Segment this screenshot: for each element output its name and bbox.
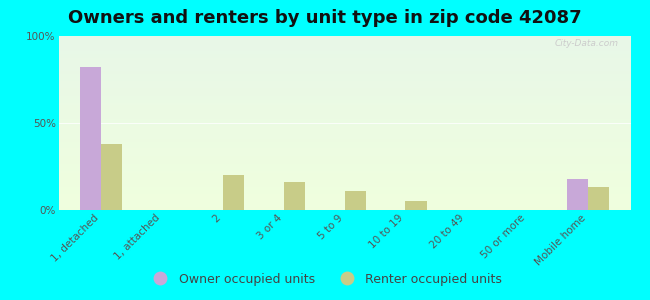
Legend: Owner occupied units, Renter occupied units: Owner occupied units, Renter occupied un… [143, 268, 507, 291]
Bar [101, 144, 122, 210]
Bar [406, 201, 426, 210]
Bar [223, 175, 244, 210]
Text: City-Data.com: City-Data.com [555, 40, 619, 49]
Bar [588, 188, 609, 210]
Bar [283, 182, 305, 210]
Bar [567, 179, 588, 210]
Bar [80, 67, 101, 210]
Text: Owners and renters by unit type in zip code 42087: Owners and renters by unit type in zip c… [68, 9, 582, 27]
Bar [344, 191, 366, 210]
